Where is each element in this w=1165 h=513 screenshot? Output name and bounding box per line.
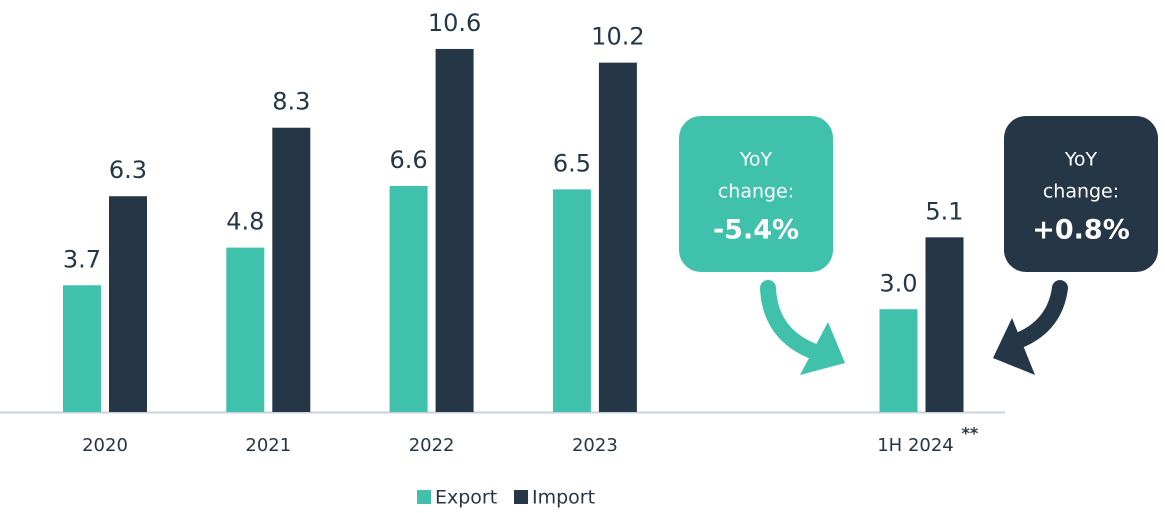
value-label: 5.1 <box>925 197 963 225</box>
callout-value: -5.4% <box>713 215 799 246</box>
value-label: 8.3 <box>272 88 310 116</box>
callout-box <box>679 116 833 272</box>
bar <box>272 127 311 412</box>
value-label: 3.7 <box>63 245 101 273</box>
callout-text: change: <box>1043 181 1119 203</box>
bar <box>552 189 591 412</box>
bar <box>925 237 964 412</box>
bar <box>435 48 474 412</box>
legend-swatch <box>417 490 431 504</box>
bar <box>879 309 918 412</box>
x-tick-label: 1H 2024 <box>877 435 954 456</box>
bar <box>598 62 637 413</box>
value-label: 3.0 <box>879 269 917 297</box>
callout-value: +0.8% <box>1032 215 1130 246</box>
value-label: 6.5 <box>553 149 591 177</box>
legend-label: Import <box>532 487 595 509</box>
value-label: 4.8 <box>226 208 264 236</box>
callout-text: change: <box>718 181 794 203</box>
arrow <box>1012 280 1068 348</box>
x-tick-label: 2022 <box>409 435 455 456</box>
x-tick-label: 2020 <box>82 435 128 456</box>
arrow <box>760 280 823 360</box>
category-marker: ** <box>962 424 979 443</box>
callout-text: YoY <box>739 149 773 171</box>
callout-text: YoY <box>1064 149 1098 171</box>
arrow-head <box>993 318 1035 375</box>
value-label: 10.6 <box>428 9 481 37</box>
callout-box <box>1004 116 1158 272</box>
value-label: 10.2 <box>591 23 644 51</box>
bar <box>109 196 147 412</box>
arrow-head <box>800 322 845 375</box>
legend-swatch <box>514 490 528 504</box>
legend-label: Export <box>435 487 497 509</box>
bar <box>389 185 428 412</box>
value-label: 6.3 <box>109 156 147 184</box>
value-label: 6.6 <box>390 146 428 174</box>
x-tick-label: 2023 <box>572 435 618 456</box>
bar <box>226 247 265 412</box>
bar <box>63 285 101 412</box>
x-tick-label: 2021 <box>245 435 291 456</box>
